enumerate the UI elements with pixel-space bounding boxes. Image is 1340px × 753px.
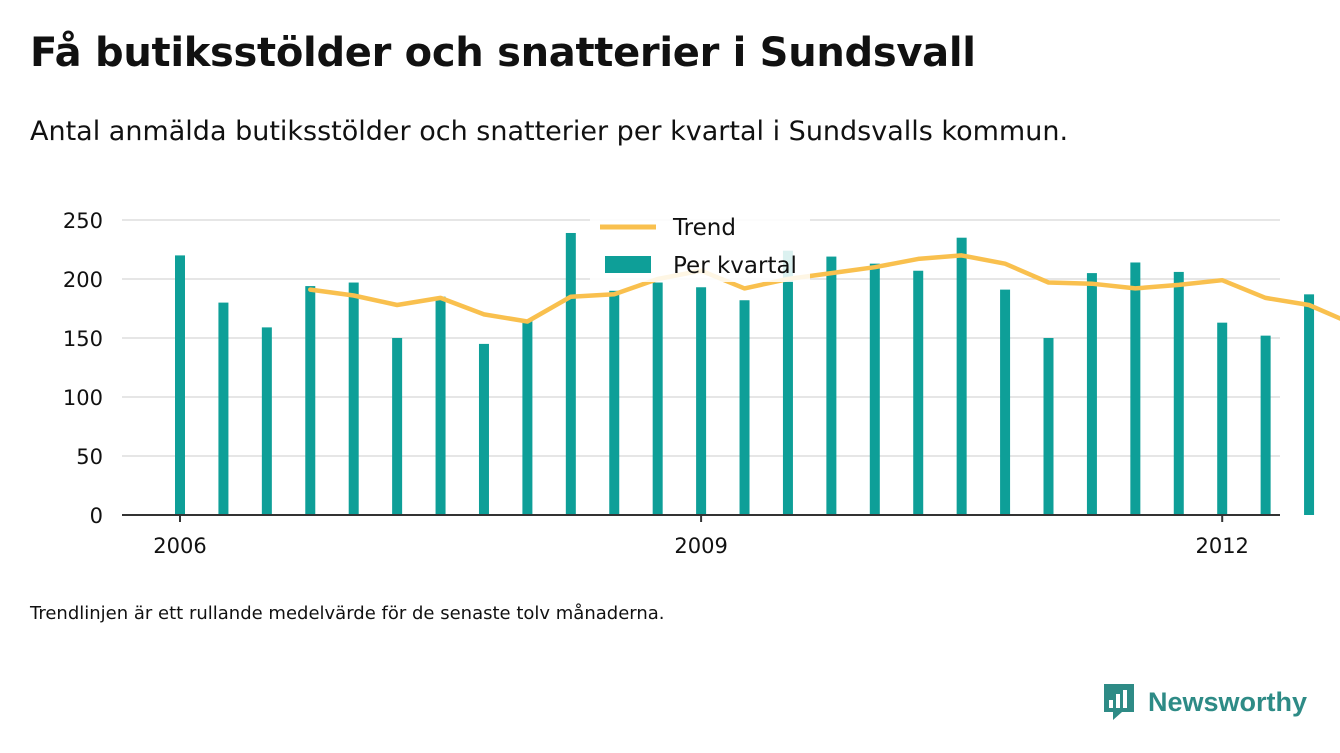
bar xyxy=(1260,335,1271,515)
bar xyxy=(826,256,837,515)
bar xyxy=(782,250,793,515)
y-tick-label: 200 xyxy=(63,268,103,292)
legend-bar-label: Per kvartal xyxy=(673,253,797,279)
bar xyxy=(1217,322,1228,515)
bar xyxy=(1000,289,1011,515)
bar xyxy=(1043,338,1054,515)
y-tick-label: 50 xyxy=(76,445,103,469)
bar xyxy=(435,296,446,515)
bar xyxy=(913,270,924,515)
chart-title: Få butiksstölder och snatterier i Sundsv… xyxy=(30,30,976,76)
legend-trend-label: Trend xyxy=(672,215,736,241)
x-tick-label: 2012 xyxy=(1195,534,1248,558)
trend-line-group xyxy=(308,253,1340,324)
bar-chart: 0501001502002502006200920122015201820212… xyxy=(63,209,1340,558)
bar xyxy=(1086,273,1097,515)
bar xyxy=(565,232,576,516)
newsworthy-logo-icon xyxy=(1104,684,1134,720)
bar xyxy=(1173,271,1184,515)
bar xyxy=(609,290,620,515)
brand: Newsworthy xyxy=(1102,682,1307,722)
chart-subtitle: Antal anmälda butiksstölder och snatteri… xyxy=(30,116,1069,147)
x-tick-label: 2006 xyxy=(153,534,206,558)
bar xyxy=(1304,294,1315,515)
y-tick-label: 150 xyxy=(63,327,103,351)
y-tick-label: 250 xyxy=(63,209,103,233)
brand-name: Newsworthy xyxy=(1148,686,1308,717)
trend-line xyxy=(308,253,1340,324)
bar xyxy=(348,282,359,515)
bar xyxy=(1130,262,1141,515)
bar xyxy=(261,327,272,515)
legend-bar-swatch xyxy=(605,256,651,273)
bar xyxy=(739,300,750,515)
x-tick-label: 2009 xyxy=(674,534,727,558)
bar xyxy=(956,237,967,515)
bar xyxy=(305,286,316,515)
bar xyxy=(175,255,185,515)
bars xyxy=(175,232,1315,516)
bar xyxy=(522,320,533,515)
legend: Trend Per kvartal xyxy=(590,210,810,282)
bar xyxy=(869,263,880,515)
bar xyxy=(652,282,663,515)
bar xyxy=(392,338,403,515)
bar xyxy=(696,287,707,515)
axes: 0501001502002502006200920122015201820212… xyxy=(63,209,1280,558)
bar xyxy=(478,343,489,515)
y-tick-label: 100 xyxy=(63,386,103,410)
bar xyxy=(218,302,229,515)
y-tick-label: 0 xyxy=(90,504,103,528)
footnote: Trendlinjen är ett rullande medelvärde f… xyxy=(30,603,665,624)
